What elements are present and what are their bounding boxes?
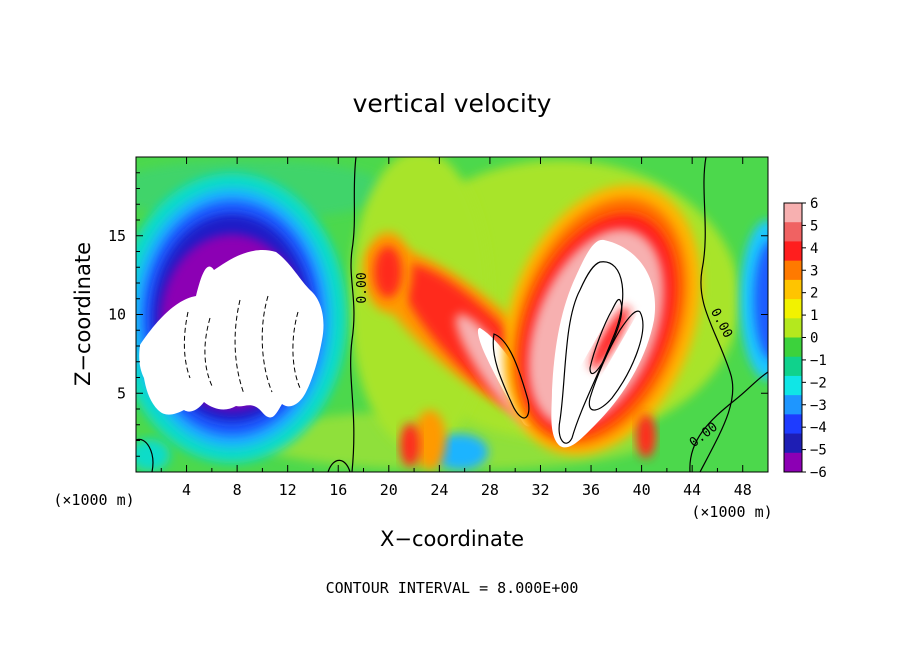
x-axis: 4 8 12 16 20 24 28 32 36 40 44 48 <box>160 157 752 499</box>
colorbar-swatch <box>784 452 802 473</box>
y-tick-label: 5 <box>117 384 126 402</box>
x-tick-label: 32 <box>531 481 549 499</box>
negative-contour-3 <box>234 299 245 395</box>
colorbar-tick-label: −5 <box>810 443 827 459</box>
colorbar-tick-label: −4 <box>810 420 827 436</box>
y-axis: 5 10 15 <box>108 172 768 457</box>
downdraft-core-white <box>139 249 324 418</box>
colorbar-tick-label: 5 <box>810 218 818 234</box>
positive-contour-inner <box>588 310 644 411</box>
colorbar-swatch <box>784 356 802 377</box>
x-unit-left: (×1000 m) <box>53 491 134 509</box>
colorbar-swatch <box>784 433 802 454</box>
colorbar-tick-label: −6 <box>810 465 827 481</box>
zero-contour-lower-right <box>689 371 768 472</box>
colorbar-tick-label: 6 <box>810 196 818 212</box>
upper-updraft-red <box>374 246 402 298</box>
low-updraft-red <box>400 423 420 467</box>
x-tick-label: 44 <box>683 481 701 499</box>
colorbar-tick-label: 0 <box>810 331 818 347</box>
colorbar-tick-label: 4 <box>810 241 818 257</box>
colorbar-swatch <box>784 375 802 396</box>
x-tick-label: 8 <box>233 481 242 499</box>
colorbar-swatch <box>784 337 802 358</box>
colorbar-tick-label: −3 <box>810 398 827 414</box>
x-tick-label: 48 <box>734 481 752 499</box>
downdraft-right-blue <box>754 241 768 359</box>
colorbar-tick-label: 2 <box>810 286 818 302</box>
x-tick-label: 28 <box>481 481 499 499</box>
x-axis-title: X−coordinate <box>380 527 524 551</box>
x-unit-right: (×1000 m) <box>691 503 772 521</box>
colorbar-tick-label: 3 <box>810 263 818 279</box>
positive-contour-band <box>492 333 530 419</box>
zero-contour-bottom-left <box>136 438 154 472</box>
zero-contour-left <box>350 157 357 472</box>
colorbar-swatch <box>784 203 802 223</box>
y-tick-label: 10 <box>108 306 126 324</box>
updraft-right-red <box>636 414 656 458</box>
positive-contour-core <box>589 298 623 375</box>
contour-interval-note: CONTOUR INTERVAL = 8.000E+00 <box>326 579 579 597</box>
colorbar-tick-label: 1 <box>810 308 818 324</box>
colorbar: 6 5 4 3 2 1 0 −1 −2 −3 −4 −5 −6 <box>783 196 827 481</box>
negative-contour-4 <box>261 295 273 393</box>
x-tick-label: 20 <box>380 481 398 499</box>
contour-lines <box>136 157 768 472</box>
x-tick-label: 36 <box>582 481 600 499</box>
negative-contour-5 <box>292 311 301 389</box>
x-tick-label: 40 <box>633 481 651 499</box>
positive-contour-outer <box>558 261 624 444</box>
y-tick-label: 15 <box>108 227 126 245</box>
x-tick-label: 12 <box>279 481 297 499</box>
zero-contour-mid-bottom <box>327 459 351 472</box>
x-tick-label: 16 <box>329 481 347 499</box>
field-cyan-bottom-left <box>136 439 170 471</box>
x-tick-label: 4 <box>182 481 191 499</box>
colorbar-tick-label: −1 <box>810 353 827 369</box>
negative-contour-lines <box>183 295 301 395</box>
zero-contour-right <box>699 157 734 472</box>
colorbar-swatch <box>784 299 802 319</box>
chart-title: vertical velocity <box>353 89 552 118</box>
low-updraft-orange <box>414 410 446 470</box>
colorbar-swatch <box>784 279 802 300</box>
colorbar-swatch <box>784 222 802 242</box>
y-axis-title: Z−coordinate <box>71 242 95 386</box>
x-tick-label: 24 <box>430 481 448 499</box>
colorbar-swatch <box>784 318 802 338</box>
colorbar-swatch <box>784 414 802 435</box>
vertical-velocity-field <box>136 157 768 472</box>
colorbar-tick-label: −2 <box>810 375 827 391</box>
colorbar-swatch <box>784 260 802 281</box>
colorbar-swatch <box>784 241 802 262</box>
field-blue-bottom <box>432 434 488 470</box>
contour-label-left: 0.00 <box>355 272 370 303</box>
colorbar-swatch <box>784 395 802 415</box>
